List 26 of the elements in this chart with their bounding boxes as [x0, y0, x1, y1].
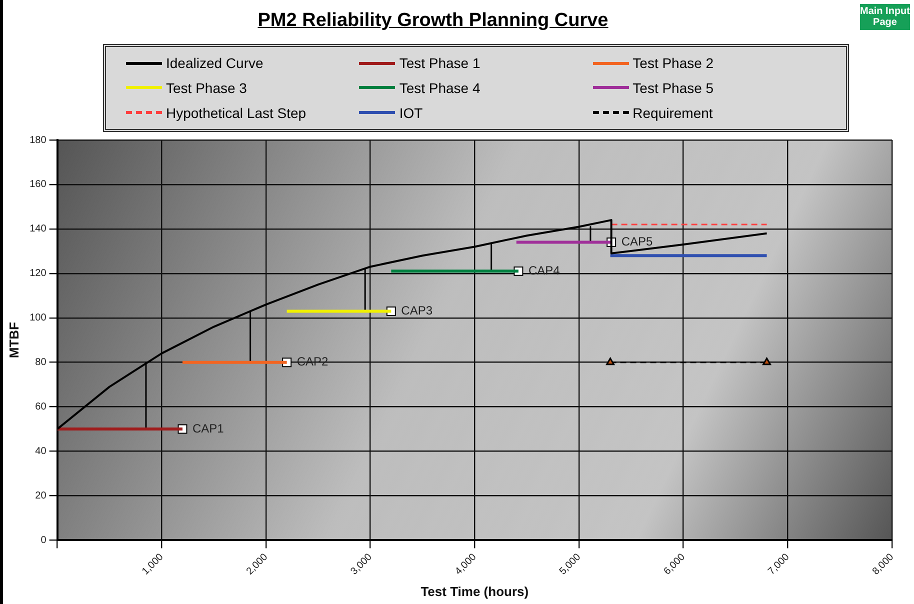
y-axis-title: MTBF: [6, 322, 22, 358]
legend-label: Test Phase 4: [399, 80, 480, 96]
y-tick-label: 40: [35, 446, 47, 458]
y-tick-label: 60: [35, 402, 47, 413]
legend-label: Test Phase 2: [632, 55, 714, 72]
x-axis-title: Test Time (hours): [420, 584, 529, 599]
y-tick-label: 20: [35, 490, 47, 502]
legend-label: IOT: [399, 104, 423, 121]
legend-label: Idealized Curve: [166, 55, 264, 72]
legend-label: Test Phase 5: [632, 80, 714, 96]
legend-label: Test Phase 1: [399, 55, 480, 72]
y-tick-label: 100: [30, 312, 47, 324]
y-tick-label: 160: [30, 179, 47, 190]
y-tick-label: 0: [40, 534, 47, 546]
annotation: CAP3: [401, 304, 433, 318]
legend-label: Hypothetical Last Step: [166, 104, 306, 121]
annotation: CAP5: [621, 234, 653, 249]
button: Main Input Page: [860, 4, 910, 30]
annotation: CAP1: [192, 421, 224, 436]
legend-label: Requirement: [632, 104, 713, 121]
y-tick-label: 180: [30, 134, 47, 146]
chart-title: PM2 Reliability Growth Planning Curve: [258, 10, 608, 31]
legend-label: Test Phase 3: [166, 80, 247, 96]
y-tick-label: 140: [30, 224, 47, 235]
y-tick-label: 120: [30, 268, 47, 280]
y-tick-label: 80: [35, 357, 47, 368]
